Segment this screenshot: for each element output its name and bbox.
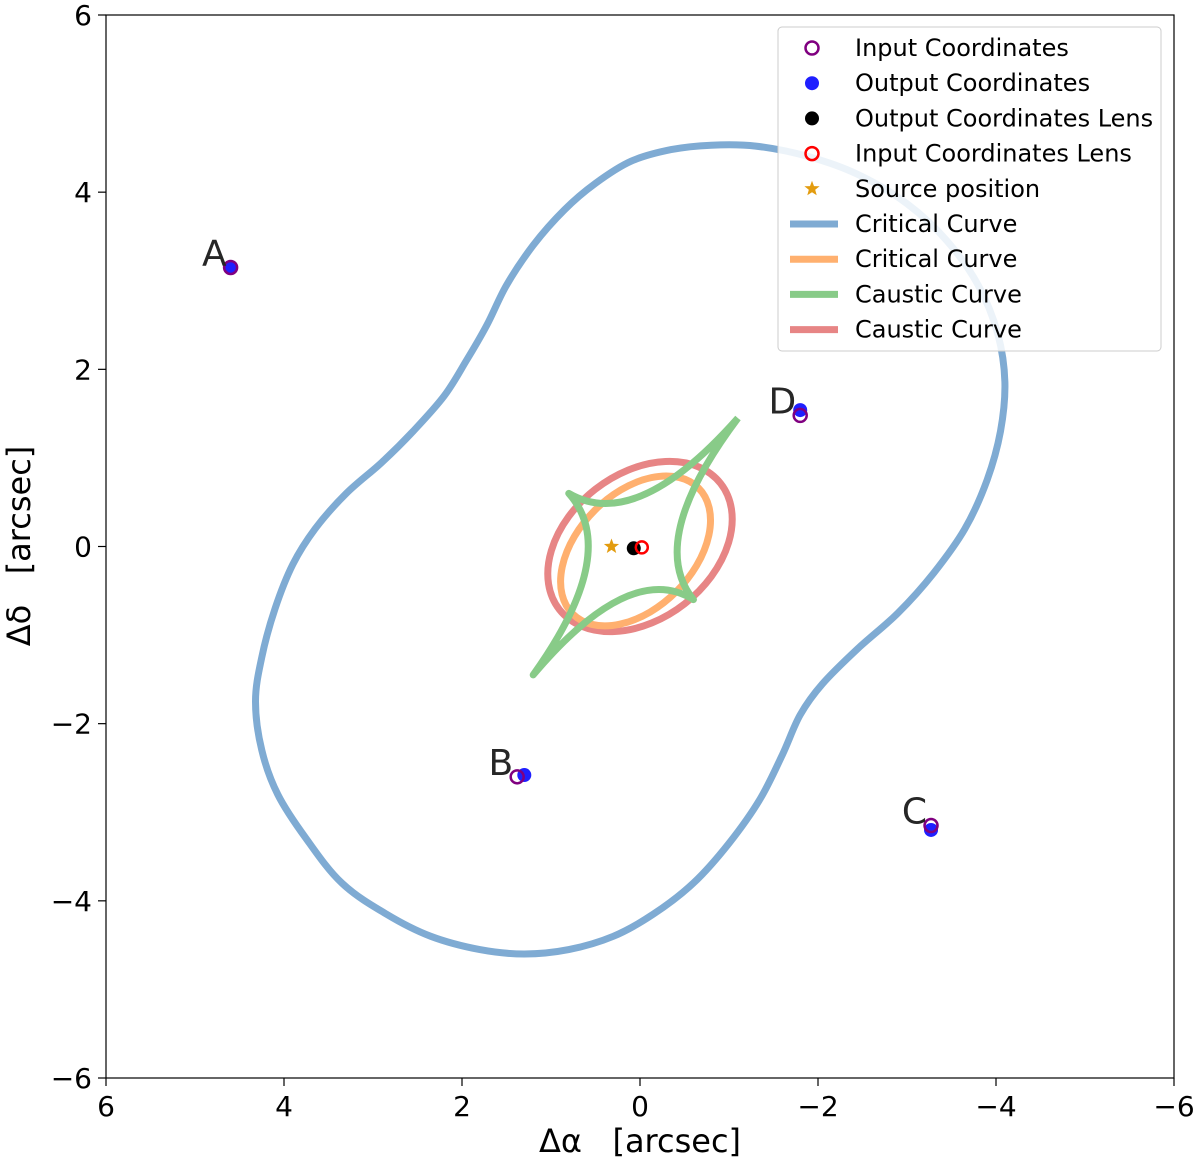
critical-curve-outer <box>252 141 1009 958</box>
image-label-C: C <box>902 792 927 833</box>
y-tick-label: 0 <box>74 531 92 564</box>
image-C-input-point <box>923 817 939 834</box>
y-tick-label: 2 <box>74 353 92 386</box>
y-tick-label: −6 <box>51 1062 92 1095</box>
x-axis-label: Δα [arcsec] <box>539 1122 741 1160</box>
lens-input-point <box>634 540 650 555</box>
legend-label: Input Coordinates Lens <box>855 140 1132 168</box>
legend-label: Output Coordinates <box>855 69 1090 97</box>
y-axis-label: Δδ [arcsec] <box>0 446 38 647</box>
legend-label: Critical Curve <box>855 245 1017 273</box>
image-label-A: A <box>202 233 227 274</box>
y-tick-label: −4 <box>51 885 92 918</box>
x-tick-label: 0 <box>631 1090 649 1123</box>
x-tick-label: −6 <box>1153 1090 1194 1123</box>
legend-marker <box>804 145 820 162</box>
legend: Input Coordinates Output Coordinates Outpu… <box>777 26 1162 352</box>
image-C-output-point <box>924 822 939 837</box>
points-layer: A B C D <box>202 233 939 837</box>
legend-marker <box>804 180 820 196</box>
legend-label: Caustic Curve <box>855 316 1022 344</box>
image-label-D: D <box>768 381 796 422</box>
x-tick-label: 2 <box>453 1090 471 1123</box>
y-tick-label: 4 <box>74 176 92 209</box>
image-D-input-point <box>792 407 808 424</box>
image-B-input-point <box>509 769 525 785</box>
legend-label: Input Coordinates <box>855 34 1069 62</box>
x-tick-label: −4 <box>975 1090 1016 1123</box>
caustic-curve-green <box>529 415 741 679</box>
legend-label: Output Coordinates Lens <box>855 104 1153 132</box>
legend-label: Critical Curve <box>855 210 1017 238</box>
source-position-star <box>603 538 620 553</box>
image-A-input-point <box>222 259 239 276</box>
x-tick-label: −2 <box>797 1090 838 1123</box>
legend-marker <box>805 76 819 91</box>
image-A-output-point <box>223 260 238 275</box>
legend-label: Source position <box>855 175 1040 203</box>
legend-box <box>777 26 1162 352</box>
legend-marker <box>804 40 820 56</box>
x-tick-label: 4 <box>275 1090 293 1123</box>
curves-layer <box>252 141 1009 958</box>
legend-label: Caustic Curve <box>855 280 1022 308</box>
image-label-B: B <box>488 743 513 784</box>
y-tick-label: −2 <box>51 708 92 741</box>
y-tick-label: 6 <box>74 0 92 32</box>
x-tick-label: 6 <box>97 1090 115 1123</box>
caustic-curve-red <box>544 457 736 636</box>
legend-marker <box>805 111 819 126</box>
